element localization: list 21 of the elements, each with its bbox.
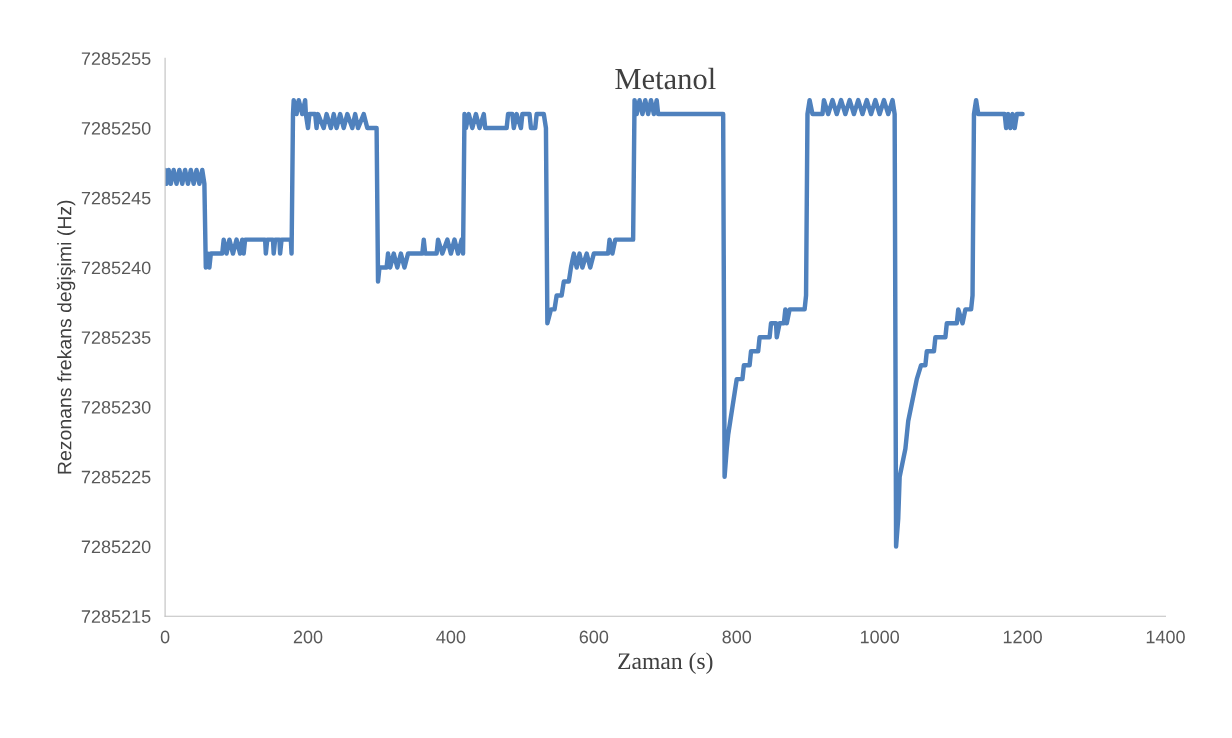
x-tick-label: 1400 <box>1146 630 1185 644</box>
y-tick-label: 7285230 <box>81 400 151 414</box>
y-tick-label: 7285240 <box>81 261 151 275</box>
y-tick-label: 7285215 <box>81 610 151 623</box>
y-tick-label: 7285225 <box>81 470 151 484</box>
x-tick-label: 400 <box>436 630 466 644</box>
chart-title: Metanol <box>615 67 716 90</box>
x-axis-title: Zaman (s) <box>618 652 713 674</box>
x-tick-label: 600 <box>579 630 609 644</box>
y-tick-label: 7285245 <box>81 191 151 205</box>
x-tick-label: 800 <box>722 630 752 644</box>
y-tick-label: 7285250 <box>81 121 151 135</box>
x-tick-label: 1200 <box>1003 630 1042 644</box>
y-tick-label: 7285220 <box>81 540 151 554</box>
x-tick-label: 1000 <box>860 630 900 644</box>
x-tick-label: 200 <box>293 630 323 644</box>
y-tick-label: 7285255 <box>81 52 151 66</box>
x-tick-label: 0 <box>160 630 170 644</box>
line-series <box>165 97 1025 549</box>
y-axis-title: Rezonans frekans değişimi (Hz) <box>56 200 76 474</box>
y-tick-label: 7285235 <box>81 331 151 344</box>
